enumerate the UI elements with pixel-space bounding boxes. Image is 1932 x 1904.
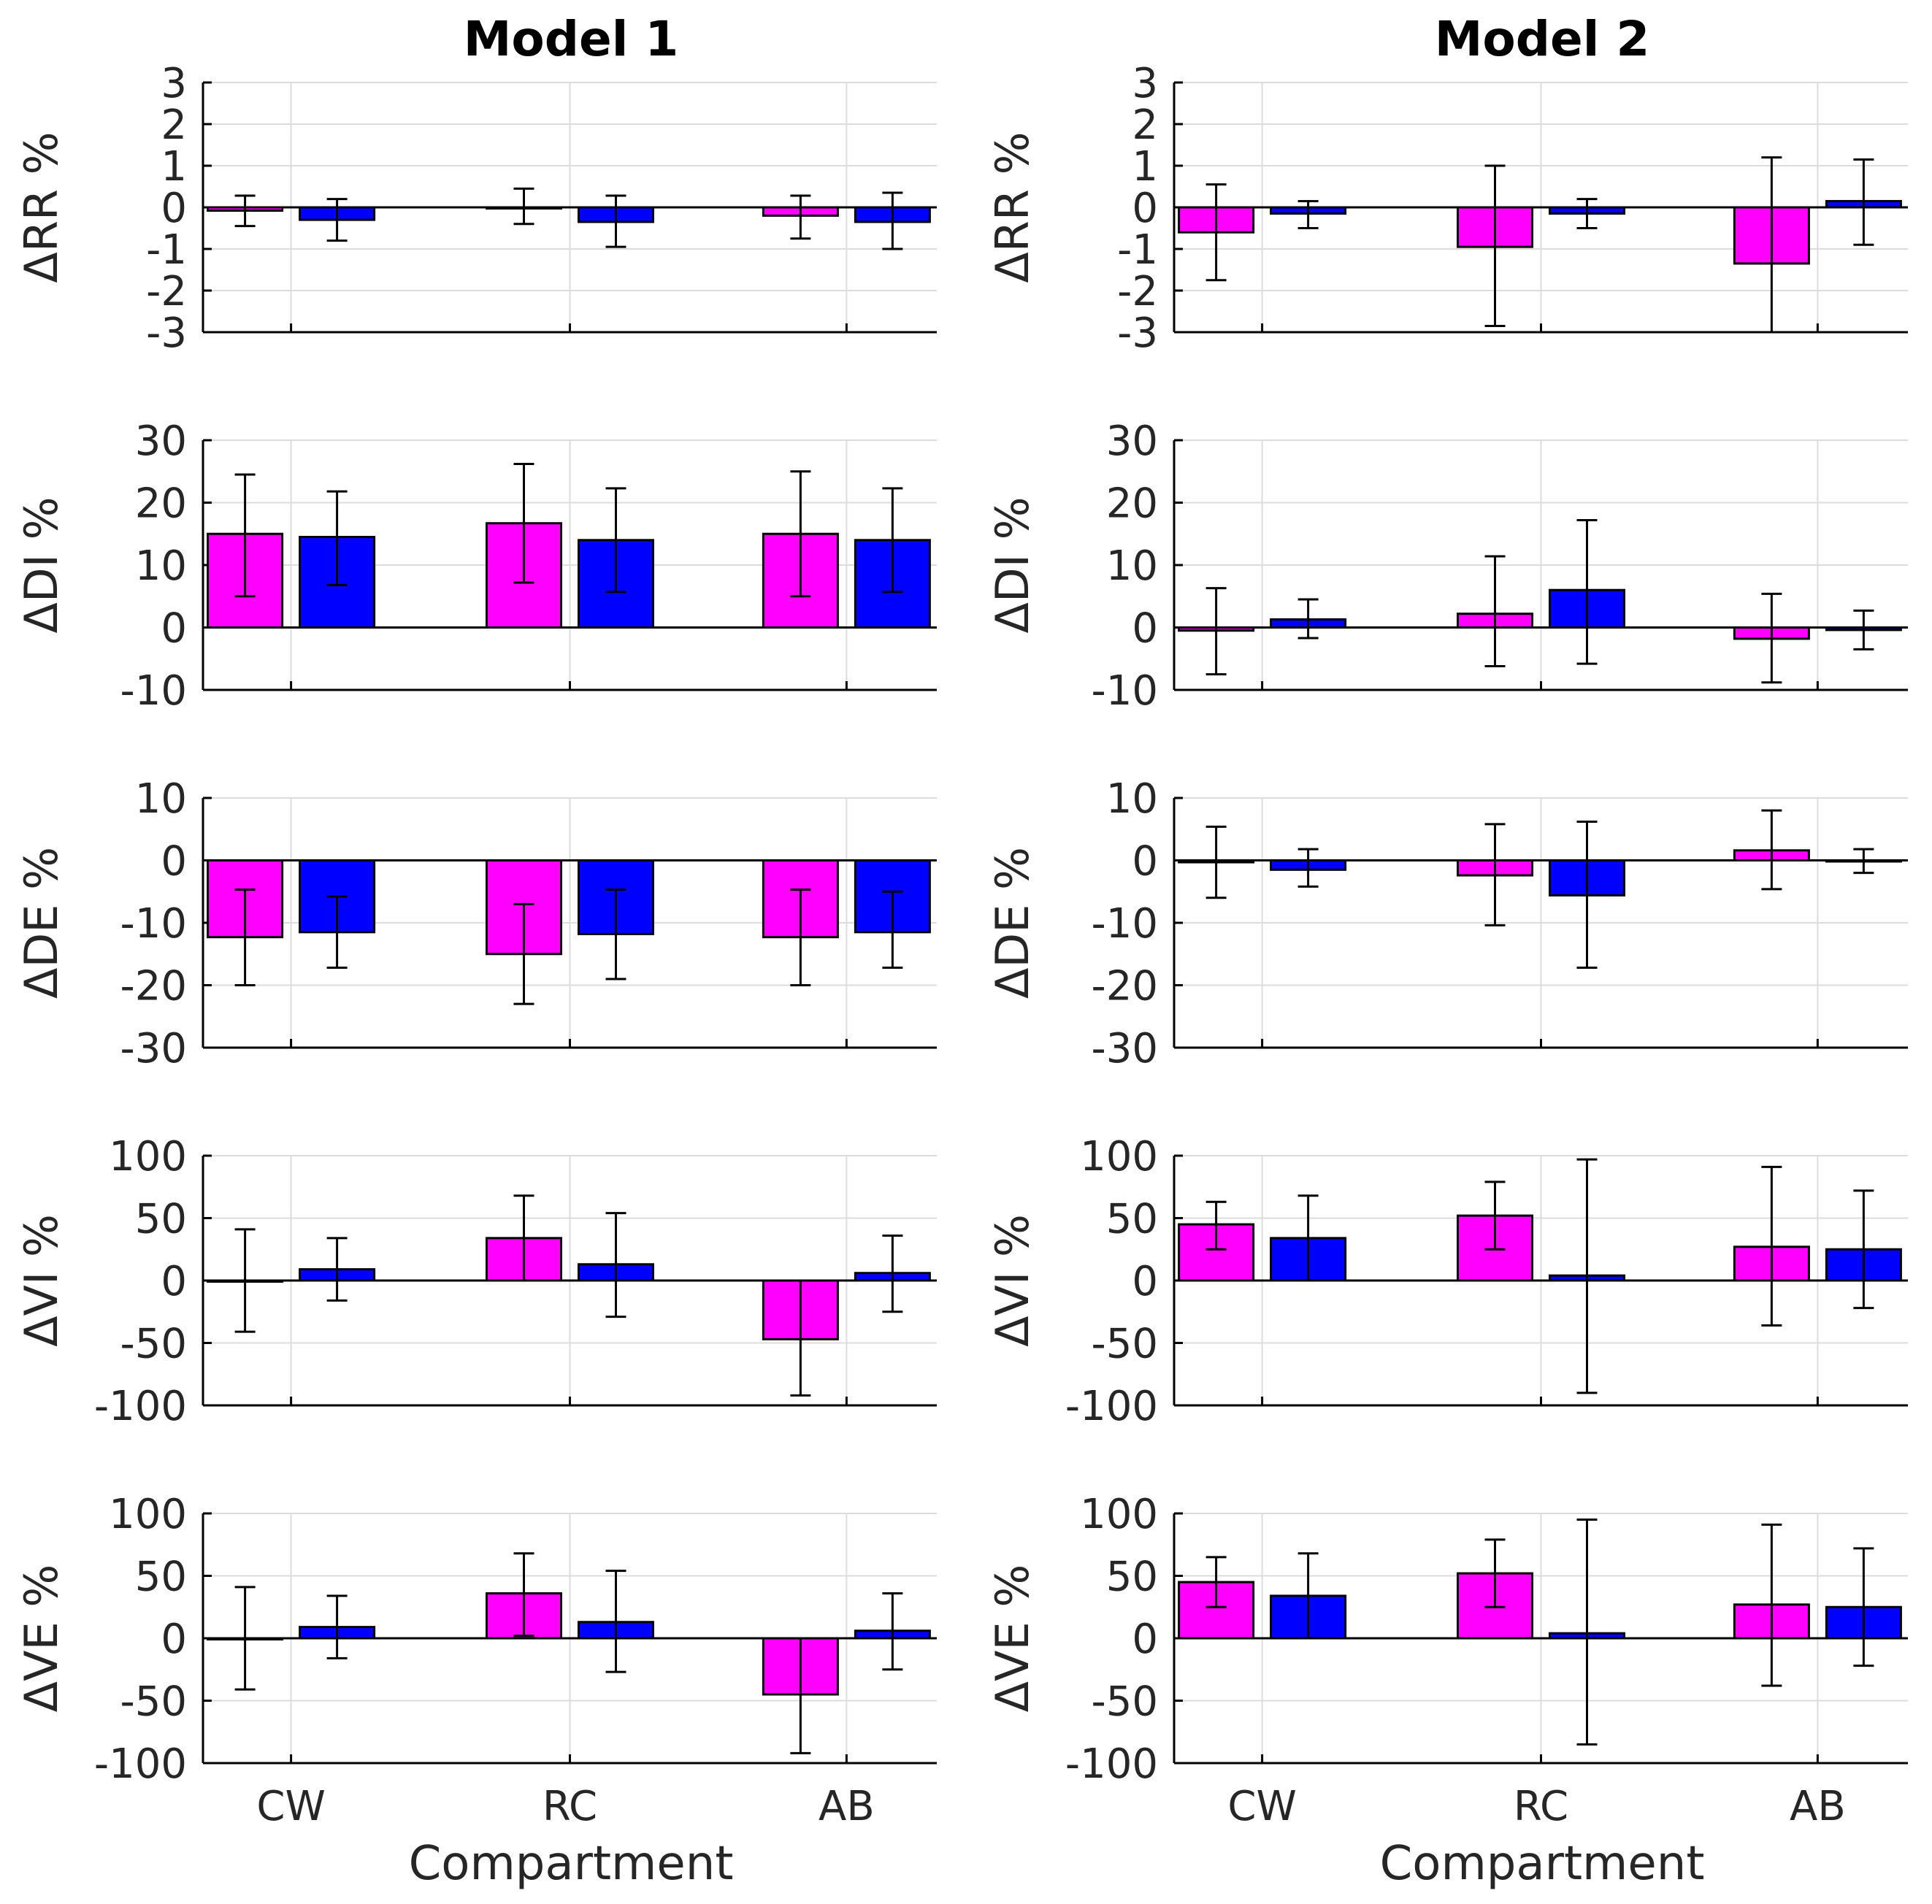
y-tick-label: 1 xyxy=(161,143,187,191)
y-tick-label: -30 xyxy=(1092,1025,1158,1072)
x-tick-label-AB: AB xyxy=(819,1783,875,1830)
y-tick-label: 3 xyxy=(1132,60,1158,107)
y-tick-label: 100 xyxy=(1080,1491,1158,1538)
y-axis-label-row5: ΔVE % xyxy=(15,1565,68,1713)
x-tick-label-CW: CW xyxy=(256,1783,325,1830)
y-tick-label: -1 xyxy=(1117,226,1158,274)
axes-model2-row2: -10 0 10 20 30 ΔDI % xyxy=(986,418,1908,715)
y-tick-label: -10 xyxy=(1092,667,1158,715)
y-tick-label: -100 xyxy=(1065,1383,1158,1430)
y-tick-label: 50 xyxy=(1106,1554,1158,1601)
y-tick-label: -50 xyxy=(120,1321,187,1368)
y-tick-label: 0 xyxy=(1132,1616,1158,1663)
y-tick-label: -10 xyxy=(120,900,187,948)
y-tick-label: -1 xyxy=(146,226,187,274)
y-tick-label: 100 xyxy=(109,1133,187,1181)
y-tick-label: 10 xyxy=(135,775,187,823)
y-tick-label: 0 xyxy=(161,1616,187,1663)
y-tick-label: -10 xyxy=(1092,900,1158,948)
y-tick-label: 0 xyxy=(1132,605,1158,653)
y-tick-label: -50 xyxy=(1092,1321,1158,1368)
y-tick-label: 100 xyxy=(109,1491,187,1538)
y-tick-label: -3 xyxy=(1117,310,1158,357)
y-tick-label: 100 xyxy=(1080,1133,1158,1181)
y-tick-label: -50 xyxy=(1092,1678,1158,1726)
y-tick-label: 0 xyxy=(161,185,187,232)
y-tick-label: 10 xyxy=(1106,775,1158,823)
y-axis-label-row5: ΔVE % xyxy=(986,1565,1039,1713)
y-tick-label: -2 xyxy=(1117,268,1158,315)
axes-model2-row4: -100 -50 0 50 100 ΔVI % xyxy=(986,1133,1908,1430)
y-tick-label: 20 xyxy=(1106,480,1158,528)
y-tick-label: 1 xyxy=(1132,143,1158,191)
y-tick-label: 50 xyxy=(135,1196,187,1243)
y-axis-label-row4: ΔVI % xyxy=(15,1214,68,1347)
axes-model1-row4: -100 -50 0 50 100 ΔVI % xyxy=(15,1133,937,1430)
y-tick-label: -20 xyxy=(120,963,187,1010)
y-tick-label: -100 xyxy=(94,1383,187,1430)
axes-model2-row3: -30 -20 -10 0 10 ΔDE % xyxy=(986,775,1908,1072)
y-axis-label-row2: ΔDI % xyxy=(986,496,1039,633)
y-tick-label: -100 xyxy=(94,1740,187,1788)
y-axis-label-row4: ΔVI % xyxy=(986,1214,1039,1347)
y-tick-label: 2 xyxy=(161,101,187,149)
y-tick-label: 0 xyxy=(1132,838,1158,886)
y-tick-label: 3 xyxy=(161,60,187,107)
x-axis-label-model-1: Compartment xyxy=(409,1837,734,1891)
y-tick-label: 50 xyxy=(135,1554,187,1601)
y-axis-label-row1: ΔRR % xyxy=(986,131,1039,283)
y-tick-label: -3 xyxy=(146,310,187,357)
y-tick-label: -50 xyxy=(120,1678,187,1726)
x-axis-label-model-2: Compartment xyxy=(1380,1837,1705,1891)
y-tick-label: -30 xyxy=(120,1025,187,1072)
y-tick-label: 0 xyxy=(161,1258,187,1305)
y-tick-label: -2 xyxy=(146,268,187,315)
y-tick-label: 0 xyxy=(1132,1258,1158,1305)
x-tick-label-CW: CW xyxy=(1227,1783,1296,1830)
y-tick-label: 2 xyxy=(1132,101,1158,149)
y-tick-label: -20 xyxy=(1092,963,1158,1010)
y-tick-label: 0 xyxy=(1132,185,1158,232)
y-axis-label-row3: ΔDE % xyxy=(986,847,1039,999)
x-tick-label-RC: RC xyxy=(543,1783,597,1830)
y-tick-label: 10 xyxy=(1106,542,1158,590)
axes-model1-row5: -100 -50 0 50 100 ΔVE % CW RC AB xyxy=(15,1491,937,1830)
axes-model1-row3: -30 -20 -10 0 10 ΔDE % xyxy=(15,775,937,1072)
y-tick-label: 30 xyxy=(135,418,187,465)
y-tick-label: 50 xyxy=(1106,1196,1158,1243)
y-axis-label-row2: ΔDI % xyxy=(15,496,68,633)
y-tick-label: 0 xyxy=(161,605,187,653)
y-tick-label: 0 xyxy=(161,838,187,886)
y-tick-label: -100 xyxy=(1065,1740,1158,1788)
y-tick-label: 20 xyxy=(135,480,187,528)
x-tick-label-AB: AB xyxy=(1790,1783,1846,1830)
x-tick-label-RC: RC xyxy=(1514,1783,1568,1830)
model-1-title: Model 1 xyxy=(464,11,679,67)
y-tick-label: -10 xyxy=(120,667,187,715)
model-2-title: Model 2 xyxy=(1435,11,1650,67)
y-tick-label: 10 xyxy=(135,542,187,590)
y-axis-label-row1: ΔRR % xyxy=(15,131,68,283)
y-axis-label-row3: ΔDE % xyxy=(15,847,68,999)
axes-model1-row2: -10 0 10 20 30 ΔDI % xyxy=(15,418,937,715)
axes-model2-row5: -100 -50 0 50 100 ΔVE % CW RC AB xyxy=(986,1491,1908,1830)
y-tick-label: 30 xyxy=(1106,418,1158,465)
